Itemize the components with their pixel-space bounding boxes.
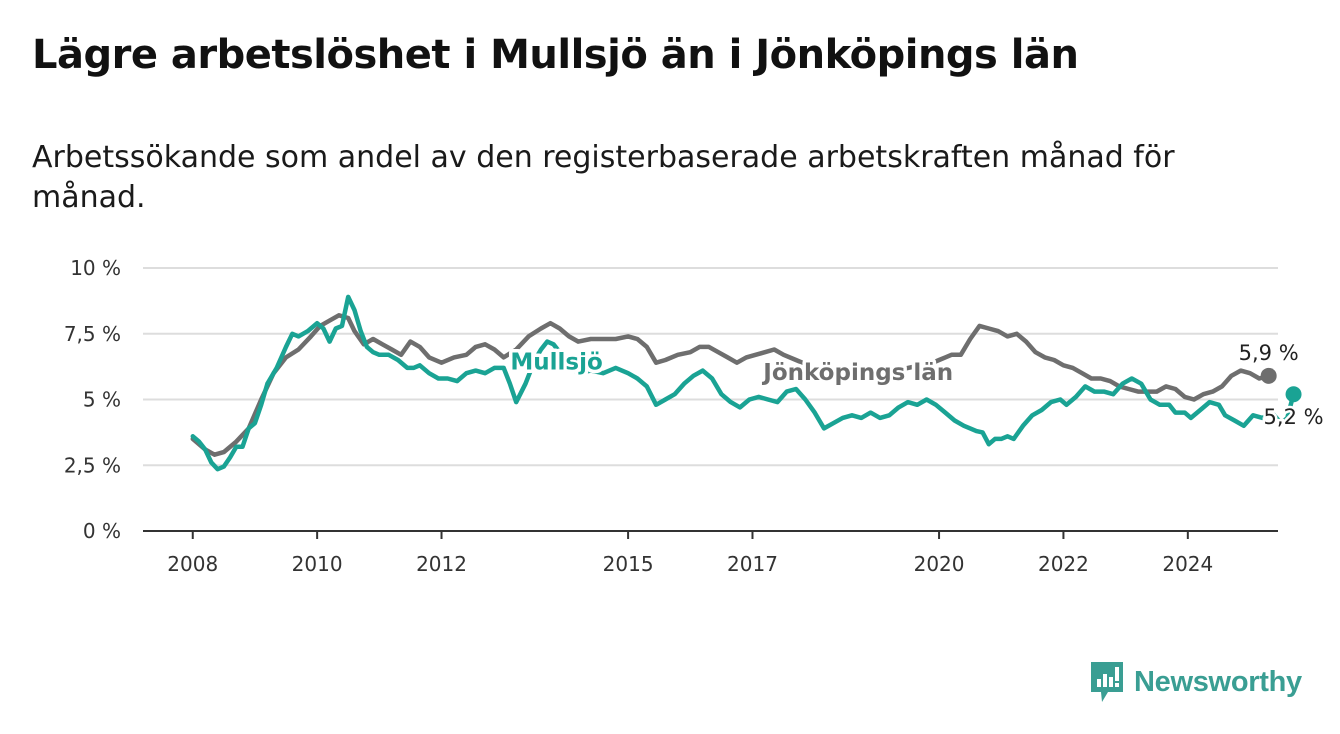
series-line-mullsj- [190, 294, 1296, 472]
x-tick-label: 2015 [603, 552, 654, 576]
brand-logo: Newsworthy [1088, 660, 1302, 704]
x-tick-label: 2010 [292, 552, 343, 576]
chart-subtitle: Arbetssökande som andel av den registerb… [32, 140, 1175, 215]
y-tick-label: 0 % [83, 519, 121, 543]
series-line-j-nk-pings-l-n [190, 313, 1271, 457]
series-end-marker [1285, 386, 1302, 403]
x-tick-label: 2020 [914, 552, 965, 576]
x-tick-label: 2012 [416, 552, 467, 576]
series-annotation: Mullsjö [510, 349, 602, 375]
chart-title: Lägre arbetslöshet i Mullsjö än i Jönköp… [32, 32, 1079, 78]
x-axis: 2008 2010 2012 2015 2017 2020 2022 2024 [143, 530, 1278, 576]
series-end-label: 5,2 % [1264, 405, 1324, 429]
y-tick-label: 7,5 % [64, 322, 121, 346]
series-end-marker [1260, 367, 1277, 384]
newsworthy-logo-icon [1091, 662, 1123, 702]
series-lines [190, 294, 1296, 472]
series-annotation: Jönköpings län [761, 360, 953, 386]
series-end-label: 5,9 % [1239, 341, 1299, 365]
gridlines [143, 267, 1278, 467]
x-tick-label: 2008 [167, 552, 218, 576]
y-axis-ticks: 0 % 2,5 % 5 % 7,5 % 10 % [64, 256, 121, 543]
x-tick-label: 2022 [1038, 552, 1089, 576]
y-tick-label: 5 % [83, 388, 121, 412]
x-tick-label: 2017 [727, 552, 778, 576]
y-tick-label: 2,5 % [64, 453, 121, 477]
y-tick-label: 10 % [70, 256, 121, 280]
x-tick-label: 2024 [1162, 552, 1213, 576]
brand-name: Newsworthy [1134, 665, 1302, 698]
series-labels: Mullsjö Jönköpings län 5,9 % 5,2 % [507, 338, 1326, 431]
